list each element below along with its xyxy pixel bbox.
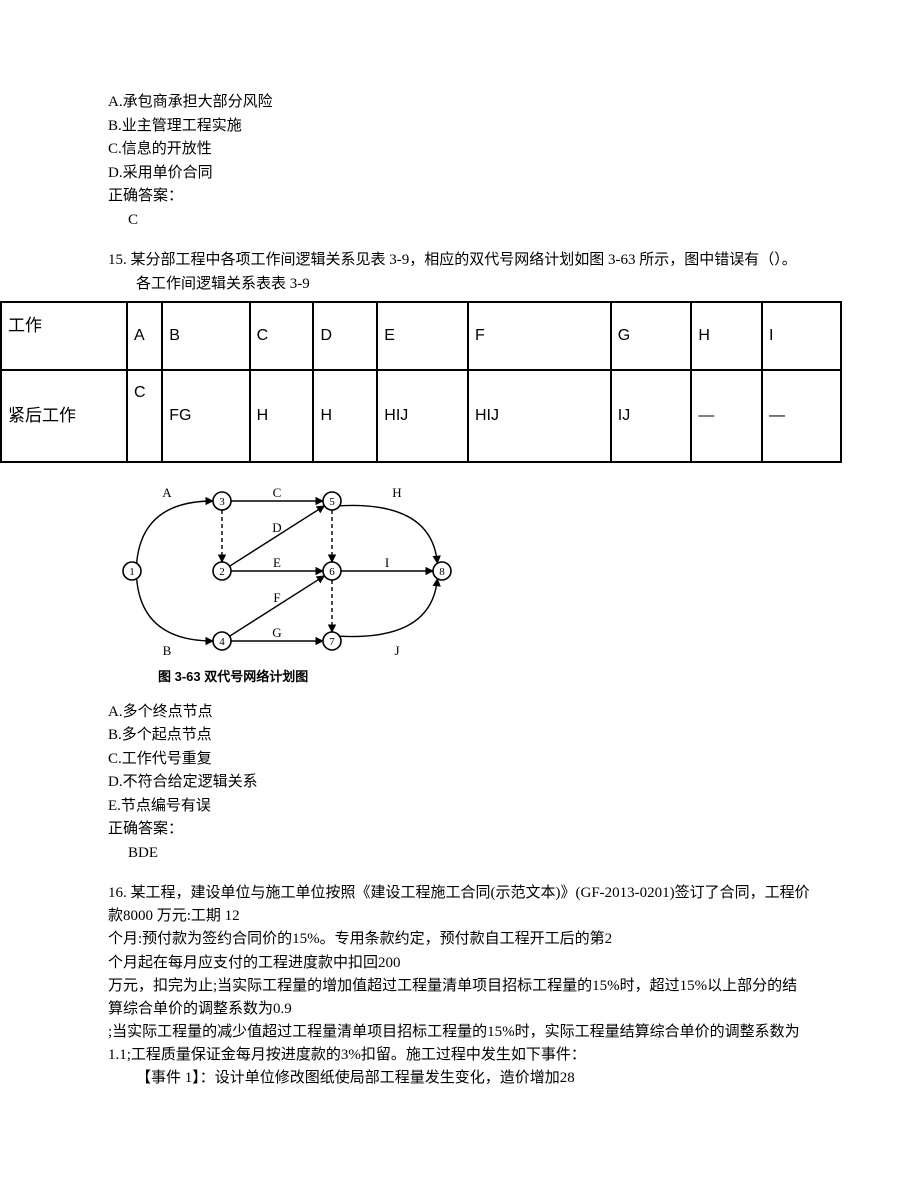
- q15-network-diagram: A B C D E F G H I J 1 2 3 4 5 6 7 8: [112, 481, 812, 663]
- q14-option-b: B.业主管理工程实施: [108, 115, 812, 138]
- svg-text:4: 4: [219, 636, 225, 648]
- q15-option-b: B.多个起点节点: [108, 724, 812, 747]
- svg-text:8: 8: [439, 566, 445, 578]
- svg-text:E: E: [273, 555, 281, 570]
- svg-text:B: B: [163, 643, 172, 658]
- q15-correct-label: 正确答案：: [108, 818, 812, 841]
- q16-event-1: 【事件 1】：设计单位修改图纸使局部工程量发生变化，造价增加28: [136, 1067, 812, 1090]
- svg-text:G: G: [272, 625, 281, 640]
- q15-stem: 15. 某分部工程中各项工作间逻辑关系见表 3-9，相应的双代号网络计划如图 3…: [108, 249, 812, 272]
- svg-text:C: C: [273, 485, 282, 500]
- svg-text:F: F: [273, 590, 280, 605]
- q15-diagram-caption: 图 3-63 双代号网络计划图: [158, 667, 812, 687]
- q14-option-a: A.承包商承担大部分风险: [108, 91, 812, 114]
- q15-logic-table: 工作ABCDEFGHI紧后工作CFGHHHIJHIJIJ——: [0, 301, 842, 463]
- q16-line-1: 个月:预付款为签约合同价的15%。专用条款约定，预付款自工程开工后的第2: [108, 928, 812, 951]
- q16-line-4: ;当实际工程量的减少值超过工程量清单项目招标工程量的15%时，实际工程量结算综合…: [108, 1021, 812, 1066]
- svg-text:I: I: [385, 555, 389, 570]
- svg-text:J: J: [394, 643, 399, 658]
- q15-table-title: 各工作间逻辑关系表表 3-9: [136, 273, 812, 296]
- svg-text:A: A: [162, 485, 172, 500]
- q15-option-c: C.工作代号重复: [108, 748, 812, 771]
- q15-option-d: D.不符合给定逻辑关系: [108, 771, 812, 794]
- svg-text:2: 2: [219, 566, 225, 578]
- q16-line-2: 个月起在每月应支付的工程进度款中扣回200: [108, 952, 812, 975]
- svg-text:5: 5: [329, 496, 335, 508]
- svg-text:1: 1: [129, 566, 135, 578]
- svg-text:3: 3: [219, 496, 225, 508]
- q15-option-a: A.多个终点节点: [108, 701, 812, 724]
- q15-option-e: E.节点编号有误: [108, 795, 812, 818]
- svg-text:D: D: [272, 520, 281, 535]
- q16-line-0: 16. 某工程，建设单位与施工单位按照《建设工程施工合同(示范文本)》(GF-2…: [108, 882, 812, 927]
- q16-line-3: 万元，扣完为止;当实际工程量的增加值超过工程量清单项目招标工程量的15%时，超过…: [108, 975, 812, 1020]
- q14-correct-label: 正确答案：: [108, 185, 812, 208]
- svg-text:6: 6: [329, 566, 335, 578]
- q14-option-c: C.信息的开放性: [108, 138, 812, 161]
- svg-text:7: 7: [329, 636, 335, 648]
- svg-text:H: H: [392, 485, 401, 500]
- q14-option-d: D.采用单价合同: [108, 162, 812, 185]
- q15-correct-answer: BDE: [128, 842, 812, 865]
- q14-correct-answer: C: [128, 209, 812, 232]
